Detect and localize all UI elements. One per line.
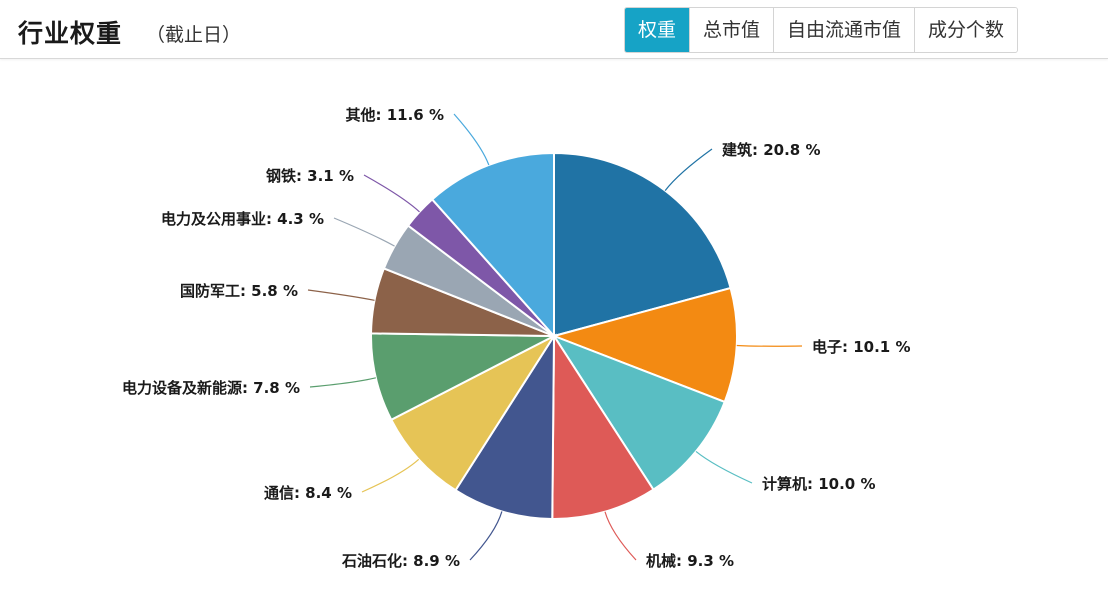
slice-label: 电子: 10.1 % xyxy=(812,338,910,356)
slice-label: 国防军工: 5.8 % xyxy=(180,282,298,300)
pie-slices xyxy=(370,151,738,521)
pie-slice[interactable] xyxy=(553,151,732,338)
slice-label: 机械: 9.3 % xyxy=(646,552,734,570)
leader-line xyxy=(453,113,490,166)
leader-line xyxy=(604,511,637,561)
pie-slice[interactable] xyxy=(389,333,557,492)
slice-label: 电力设备及新能源: 7.8 % xyxy=(122,379,300,397)
leader-lines xyxy=(307,113,803,561)
leader-line xyxy=(309,377,376,388)
metric-tab-group: 权重 总市值 自由流通市值 成分个数 xyxy=(624,7,1019,53)
tab-total-market-cap[interactable]: 总市值 xyxy=(689,8,774,52)
leader-line xyxy=(695,450,753,484)
tab-free-float-market-cap[interactable]: 自由流通市值 xyxy=(773,8,915,52)
pie-slice[interactable] xyxy=(551,333,726,492)
leader-line xyxy=(363,174,420,213)
slice-label: 建筑: 20.8 % xyxy=(722,141,820,159)
panel-title: 行业权重 xyxy=(18,19,123,48)
panel-header: 行业权重 （截止日） 权重 总市值 自由流通市值 成分个数 xyxy=(0,0,1108,59)
leader-line xyxy=(736,344,803,347)
pie-slice[interactable] xyxy=(550,286,738,404)
slice-label: 计算机: 10.0 % xyxy=(762,475,875,493)
slice-label: 石油石化: 8.9 % xyxy=(341,552,460,570)
leader-line xyxy=(333,217,395,247)
slice-label: 通信: 8.4 % xyxy=(264,484,352,502)
tab-constituent-count[interactable]: 成分个数 xyxy=(914,8,1018,52)
leader-line xyxy=(664,148,713,191)
date-subtitle: （截止日） xyxy=(146,24,242,46)
industry-weight-pie-chart: 建筑: 20.8 % 电子: 10.1 % 计算机: 10.0 % 机械: 9.3 %… xyxy=(122,106,911,570)
leader-line xyxy=(469,511,503,561)
slice-labels: 建筑: 20.8 % 电子: 10.1 % 计算机: 10.0 % 机械: 9.3 %… xyxy=(122,106,911,570)
leader-line xyxy=(361,458,420,493)
slice-label: 其他: 11.6 % xyxy=(346,106,444,124)
tab-weight[interactable]: 权重 xyxy=(625,8,690,52)
slice-label: 钢铁: 3.1 % xyxy=(266,167,354,185)
leader-line xyxy=(307,289,375,301)
slice-label: 电力及公用事业: 4.3 % xyxy=(161,210,324,228)
